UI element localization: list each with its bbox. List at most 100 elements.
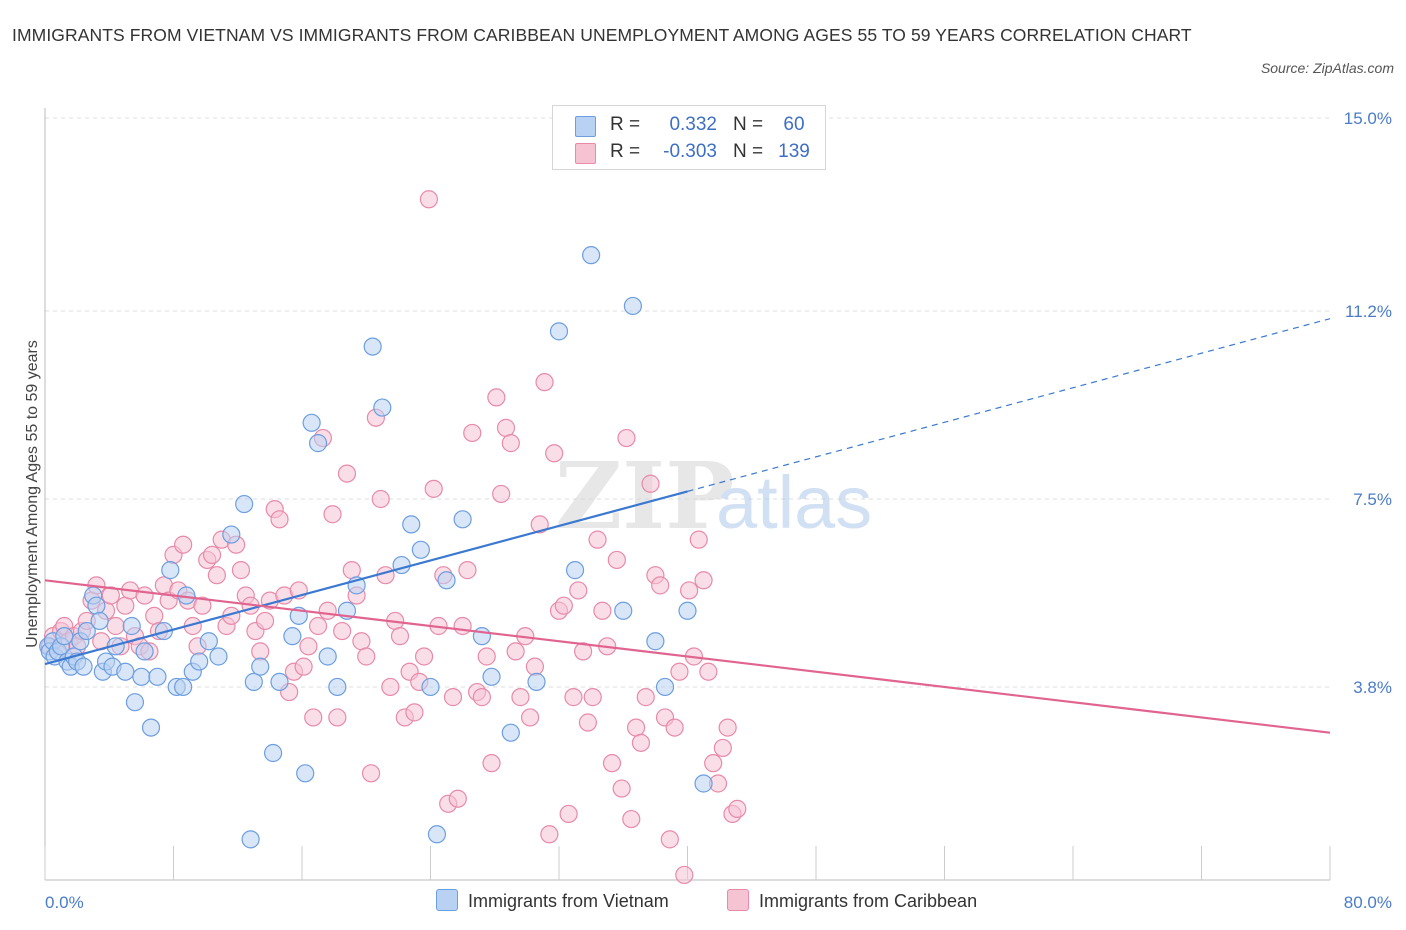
vietnam-point [363,337,382,356]
caribbean-point [665,718,684,737]
caribbean-point [612,779,631,798]
watermark-zip: ZIP [555,442,734,550]
vietnam-point [549,322,569,341]
caribbean-point [333,621,352,641]
caribbean-point [202,545,222,564]
y-tick-label: 11.2% [1345,302,1392,321]
caribbean-point [559,804,578,824]
bottom-legend-caribbean: Immigrants from Caribbean [727,889,977,915]
y-axis-label: Unemployment Among Ages 55 to 59 years [24,340,41,648]
vietnam-point [614,601,633,620]
vietnam-point [678,601,697,620]
trend-line-vietnam [44,490,688,666]
vietnam-point [318,647,337,666]
vietnam-point [77,621,96,641]
caribbean-point [626,718,646,737]
caribbean-point [554,596,573,615]
vietnam-point [135,642,154,661]
caribbean-point [511,688,530,707]
caribbean-point [602,754,622,773]
caribbean-point [477,647,496,666]
caribbean-point [337,464,357,483]
caribbean-point [501,434,520,453]
caribbean-point [641,474,660,493]
caribbean-point [443,688,463,707]
caribbean-point [424,479,443,498]
vietnam-point [122,616,141,636]
legend-r-label: R = [610,141,641,162]
caribbean-point [569,581,588,600]
caribbean-point [482,754,501,773]
caribbean-point [458,561,477,580]
series-vietnam-points [39,246,713,849]
caribbean-point [631,733,651,752]
legend: R = 0.332 N = 60 R = -0.303 N = 139 [552,105,826,170]
vietnam-point [427,825,447,844]
vietnam-point [270,672,289,691]
legend-swatch-vietnam [575,116,596,137]
vietnam-point [161,561,180,580]
vietnam-point [87,596,106,615]
x-tick-label: 80.0% [1344,893,1392,912]
vietnam-point [565,561,585,580]
caribbean-point [308,616,328,636]
legend-n-value-vietnam: 60 [783,114,805,135]
vietnam-point [472,627,491,646]
caribbean-point [699,662,718,681]
vietnam-point [241,830,260,849]
y-tick-label: 15.0% [1344,109,1392,128]
vietnam-point [527,672,546,691]
caribbean-point [728,799,747,818]
caribbean-point [525,657,545,676]
legend-n-label: N = [733,114,764,135]
caribbean-point [453,616,472,636]
vietnam-point [453,510,472,529]
vietnam-point [141,718,161,737]
vietnam-point [251,657,270,676]
vietnam-point [222,525,241,544]
caribbean-point [496,418,516,437]
y-tick-labels: 3.8% 7.5% 11.2% 15.0% [1344,109,1392,697]
caribbean-point [540,825,559,844]
caribbean-point [318,601,337,620]
caribbean-point [304,708,323,727]
caribbean-point [675,865,694,885]
caribbean-point [617,428,636,448]
caribbean-point [193,596,212,615]
caribbean-point [593,601,612,620]
vietnam-point [646,632,665,651]
caribbean-point [564,688,583,707]
caribbean-point [472,688,491,707]
caribbean-point [294,657,313,676]
caribbean-point [299,637,318,656]
caribbean-point [328,708,347,727]
caribbean-point [583,688,602,707]
caribbean-point [689,530,708,549]
y-tick-label: 3.8% [1353,678,1392,697]
vietnam-point [411,540,430,559]
vietnam-point [190,652,209,671]
caribbean-point [573,642,593,661]
caribbean-point [588,530,607,549]
x-tick-label: 0.0% [45,893,84,912]
legend-r-label: R = [610,114,641,135]
caribbean-point [207,566,226,585]
watermark: ZIP atlas [555,442,872,550]
vietnam-point [199,632,218,651]
caribbean-point [342,561,361,580]
caribbean-point [448,789,467,808]
bottom-legend-vietnam: Immigrants from Vietnam [436,889,669,915]
vietnam-point [302,413,321,432]
vietnam-point [392,555,411,575]
caribbean-point [713,738,732,758]
bottom-legend-label-caribbean: Immigrants from Caribbean [759,891,978,911]
caribbean-point [145,606,164,625]
caribbean-point [255,611,275,631]
caribbean-point [251,642,270,661]
caribbean-point [680,581,699,600]
caribbean-point [506,642,525,661]
caribbean-point [231,561,251,580]
y-tick-label: 7.5% [1353,490,1392,509]
vietnam-point [437,571,456,590]
